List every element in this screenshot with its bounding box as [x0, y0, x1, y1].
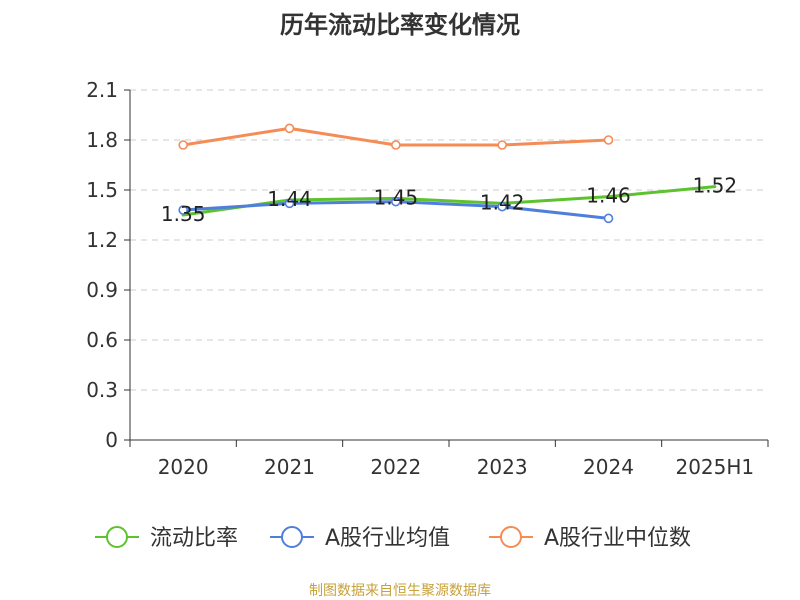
legend-label: A股行业中位数: [544, 526, 691, 551]
data-point: [603, 213, 614, 224]
legend-marker: [500, 526, 522, 548]
x-tick-label: 2024: [583, 455, 634, 479]
y-tick-label: 0: [105, 428, 118, 452]
legend-marker: [281, 526, 303, 548]
y-tick-label: 1.8: [86, 128, 118, 152]
x-tick-label: 2020: [158, 455, 209, 479]
legend-item-industry-median[interactable]: A股行业中位数: [489, 526, 691, 551]
data-point: [391, 140, 401, 150]
legend-label: 流动比率: [150, 526, 238, 551]
data-point: [178, 205, 188, 215]
legend-marker: [106, 526, 128, 548]
legend-item-industry-average[interactable]: A股行业均值: [270, 526, 450, 551]
legend: 流动比率 A股行业均值 A股行业中位数: [95, 526, 691, 551]
y-tick-label: 0.3: [86, 378, 118, 402]
data-label: 1.46: [586, 184, 631, 208]
x-tick-label: 2021: [264, 455, 315, 479]
data-point: [603, 135, 614, 145]
data-label: 1.44: [267, 187, 312, 211]
data-label: 1.42: [480, 190, 525, 214]
legend-label: A股行业均值: [325, 526, 450, 551]
axes: 0 0.3 0.6 0.9 1.2 1.5 1.8 2.1 2020 2021 2022 2023 20…: [86, 78, 769, 479]
series-industry-median: [178, 123, 614, 150]
data-source-note: 制图数据来自恒生聚源数据库: [309, 583, 491, 599]
data-label: 1.52: [693, 174, 738, 198]
data-point: [497, 140, 507, 150]
x-tick-label: 2022: [370, 455, 421, 479]
series-current-ratio: [181, 185, 717, 217]
data-point: [284, 123, 295, 134]
data-label: 1.45: [374, 185, 419, 209]
series-lines: [178, 123, 717, 224]
y-tick-label: 1.5: [86, 178, 118, 202]
data-point: [178, 140, 188, 150]
series-industry-average: [178, 196, 614, 224]
series-line-current-ratio: [181, 185, 717, 217]
data-point: [284, 198, 295, 209]
y-tick-label: 2.1: [86, 78, 118, 102]
y-tick-label: 0.6: [86, 328, 118, 352]
chart-title: 历年流动比率变化情况: [280, 11, 520, 39]
y-tick-label: 0.9: [86, 278, 118, 302]
x-tick-label: 2023: [477, 455, 528, 479]
data-labels: 1.35 1.44 1.45 1.42 1.46 1.52: [161, 174, 737, 226]
gridlines: [130, 89, 768, 391]
legend-item-current-ratio[interactable]: 流动比率: [95, 526, 238, 551]
data-label: 1.35: [161, 202, 206, 226]
y-tick-label: 1.2: [86, 228, 118, 252]
x-tick-label: 2025H1: [675, 455, 754, 479]
data-point: [497, 201, 507, 212]
data-point: [391, 196, 401, 207]
